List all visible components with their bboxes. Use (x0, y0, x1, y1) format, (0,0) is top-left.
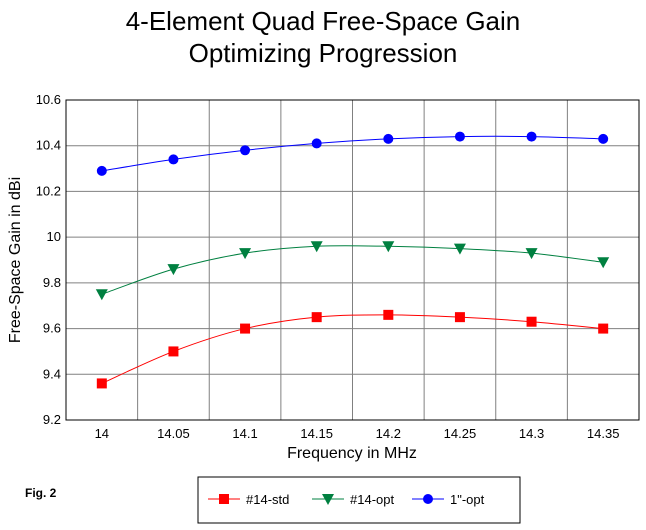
data-point-2-4 (383, 133, 394, 144)
data-point-2-6 (526, 131, 537, 142)
data-point-0-5 (454, 312, 465, 323)
data-point-0-4 (383, 309, 394, 320)
series-line-1 (101, 245, 604, 295)
data-point-1-3 (310, 241, 323, 253)
data-point-0-1 (168, 346, 179, 357)
data-point-0-2 (240, 323, 251, 334)
data-point-2-1 (168, 154, 179, 165)
data-point-2-7 (598, 133, 609, 144)
data-point-2-2 (240, 145, 251, 156)
data-point-1-4 (382, 241, 395, 253)
data-point-2-5 (454, 131, 465, 142)
data-point-2-3 (311, 138, 322, 149)
legend-box (197, 476, 521, 524)
data-point-1-1 (167, 264, 180, 276)
data-point-1-7 (597, 257, 610, 269)
y-tick-label: 9.8 (43, 275, 61, 290)
grid (66, 100, 639, 420)
data-point-0-0 (96, 378, 107, 389)
plot-area (65, 99, 640, 421)
legend-label-0: #14-std (246, 492, 289, 507)
x-axis-ticks: 14 14.05 14.1 14.15 14.2 14.25 14.3 14.35 (95, 426, 620, 441)
data-point-1-6 (525, 248, 538, 260)
chart-title-line-1: 4-Element Quad Free-Space Gain (126, 6, 521, 36)
chart-title-line-2: Optimizing Progression (189, 38, 458, 68)
data-point-2-0 (96, 165, 107, 176)
y-tick-label: 10.4 (36, 138, 61, 153)
data-point-0-3 (311, 312, 322, 323)
x-tick-label: 14.25 (444, 426, 477, 441)
x-axis-label: Frequency in MHz (287, 445, 417, 462)
legend-marker-0 (219, 494, 229, 504)
y-axis-ticks: 9.2 9.4 9.6 9.8 10 10.2 10.4 10.6 (36, 92, 61, 427)
series-line-0 (101, 314, 604, 384)
y-tick-label: 10 (47, 229, 61, 244)
legend-marker-2 (423, 494, 433, 504)
y-tick-label: 9.4 (43, 366, 61, 381)
x-tick-label: 14.35 (587, 426, 620, 441)
data-point-0-6 (526, 316, 537, 327)
y-axis-label: Free-Space Gain in dBi (7, 177, 24, 343)
x-tick-label: 14.3 (519, 426, 544, 441)
y-tick-label: 10.2 (36, 183, 61, 198)
y-tick-label: 9.2 (43, 412, 61, 427)
data-point-1-2 (239, 248, 252, 260)
legend-label-2: 1"-opt (450, 492, 485, 507)
data-point-1-0 (95, 289, 108, 301)
y-tick-label: 10.6 (36, 92, 61, 107)
legend-marker-1 (322, 494, 334, 505)
data-point-0-7 (598, 323, 609, 334)
y-tick-label: 9.6 (43, 321, 61, 336)
x-tick-label: 14 (95, 426, 109, 441)
x-tick-label: 14.2 (376, 426, 401, 441)
legend: #14-std #14-opt 1"-opt (208, 492, 485, 507)
x-tick-label: 14.05 (157, 426, 190, 441)
figure-label: Fig. 2 (25, 486, 57, 500)
series-group (95, 131, 610, 389)
legend-label-1: #14-opt (350, 492, 394, 507)
data-point-1-5 (453, 243, 466, 255)
x-tick-label: 14.1 (232, 426, 257, 441)
series-line-2 (101, 135, 604, 172)
x-tick-label: 14.15 (300, 426, 333, 441)
